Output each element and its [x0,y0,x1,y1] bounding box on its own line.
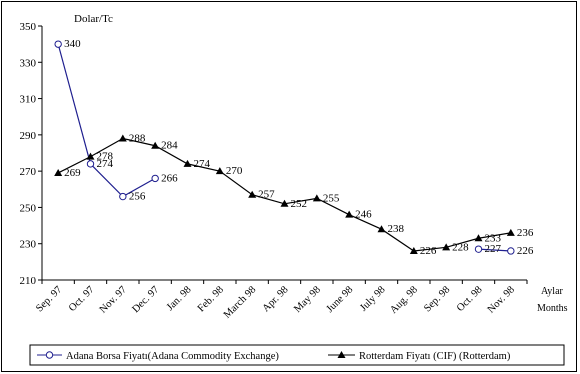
data-label: 227 [485,243,502,255]
data-point-triangle [151,141,160,149]
data-label: 270 [226,165,243,177]
data-label: 278 [97,151,114,163]
data-point-triangle [248,190,257,198]
data-point-triangle [474,234,483,242]
data-label: 274 [97,158,114,170]
y-tick-label: 350 [20,21,37,33]
data-label: 269 [64,167,81,179]
data-label: 233 [485,232,502,244]
data-point-triangle [409,246,418,254]
data-label: 257 [258,189,275,201]
legend-label-adana: Adana Borsa Fiyatı(Adana Commodity Excha… [66,351,279,362]
y-tick-label: 310 [20,94,37,106]
series-line-0 [57,43,156,198]
data-point-circle [54,40,62,48]
data-label: 288 [129,132,146,144]
data-point-triangle [215,167,224,175]
data-label: 340 [64,38,81,50]
y-axis-ticks: 210 230 250 270 290 310 330 350 [20,21,42,287]
data-point-triangle [345,210,354,218]
data-point-triangle [442,243,451,251]
data-label: 226 [420,245,437,257]
series-line-0 [478,248,511,252]
y-tick-label: 330 [20,57,37,69]
data-label: 252 [291,198,308,210]
data-label: 274 [194,158,211,170]
data-labels: 340 274 256 266 227 226 269 278 288 284 274 270 257 2… [64,38,534,257]
legend-label-rotterdam: Rotterdam Fiyatı (CIF) (Rotterdam) [359,351,511,362]
data-point-triangle [377,225,386,233]
data-label: 238 [388,223,405,235]
data-point-triangle [312,194,321,202]
data-point-triangle [183,159,192,167]
data-label: 236 [517,227,534,239]
data-label: 228 [452,241,469,253]
data-point-circle [507,247,515,255]
data-point-triangle [118,134,127,142]
legend: Adana Borsa Fiyatı(Adana Commodity Excha… [29,344,565,366]
data-label: 266 [161,172,178,184]
x-axis-label-months: Months [537,303,568,314]
data-point-circle [151,174,159,183]
y-tick-label: 210 [20,275,37,287]
series-markers [54,40,515,255]
data-point-circle [86,160,95,168]
axes [41,26,527,281]
data-label: 246 [355,209,372,221]
y-tick-label: 250 [20,202,37,214]
data-label: 256 [129,191,146,203]
data-point-triangle [506,228,515,236]
legend-box [29,344,565,366]
data-label: 284 [161,140,178,152]
data-label: 226 [517,245,534,257]
legend-marker-adana [45,351,54,359]
y-tick-label: 290 [20,130,37,142]
legend-marker-rotterdam [337,351,346,358]
y-unit-label: Dolar/Tc [74,13,113,25]
x-axis-label-aylar: Aylar [541,286,564,297]
y-tick-label: 270 [20,166,37,178]
data-point-triangle [280,199,289,207]
data-label: 255 [323,192,340,204]
data-point-triangle [86,152,95,160]
data-point-triangle [54,168,63,176]
data-point-circle [119,192,127,201]
y-tick-label: 230 [20,239,37,251]
data-point-circle [474,245,483,253]
